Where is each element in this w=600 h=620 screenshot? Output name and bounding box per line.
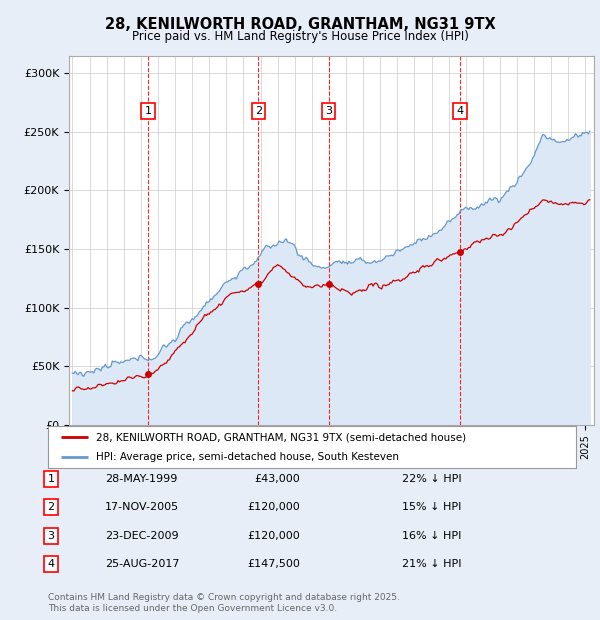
Text: 4: 4 (456, 106, 463, 116)
Text: 2: 2 (47, 502, 55, 512)
Text: Price paid vs. HM Land Registry's House Price Index (HPI): Price paid vs. HM Land Registry's House … (131, 30, 469, 43)
Text: 21% ↓ HPI: 21% ↓ HPI (402, 559, 461, 569)
Text: £43,000: £43,000 (254, 474, 300, 484)
Text: 25-AUG-2017: 25-AUG-2017 (105, 559, 179, 569)
Text: 4: 4 (47, 559, 55, 569)
Text: Contains HM Land Registry data © Crown copyright and database right 2025.
This d: Contains HM Land Registry data © Crown c… (48, 593, 400, 613)
Text: £147,500: £147,500 (247, 559, 300, 569)
Text: 28-MAY-1999: 28-MAY-1999 (105, 474, 178, 484)
Text: HPI: Average price, semi-detached house, South Kesteven: HPI: Average price, semi-detached house,… (95, 452, 398, 462)
Text: 3: 3 (47, 531, 55, 541)
Text: 28, KENILWORTH ROAD, GRANTHAM, NG31 9TX: 28, KENILWORTH ROAD, GRANTHAM, NG31 9TX (104, 17, 496, 32)
Text: 22% ↓ HPI: 22% ↓ HPI (402, 474, 461, 484)
Text: 16% ↓ HPI: 16% ↓ HPI (402, 531, 461, 541)
Text: £120,000: £120,000 (247, 502, 300, 512)
Text: 1: 1 (47, 474, 55, 484)
Text: 28, KENILWORTH ROAD, GRANTHAM, NG31 9TX (semi-detached house): 28, KENILWORTH ROAD, GRANTHAM, NG31 9TX … (95, 432, 466, 442)
Text: 3: 3 (325, 106, 332, 116)
Text: 15% ↓ HPI: 15% ↓ HPI (402, 502, 461, 512)
Text: £120,000: £120,000 (247, 531, 300, 541)
Text: 17-NOV-2005: 17-NOV-2005 (105, 502, 179, 512)
Text: 23-DEC-2009: 23-DEC-2009 (105, 531, 179, 541)
Text: 1: 1 (145, 106, 151, 116)
Text: 2: 2 (255, 106, 262, 116)
